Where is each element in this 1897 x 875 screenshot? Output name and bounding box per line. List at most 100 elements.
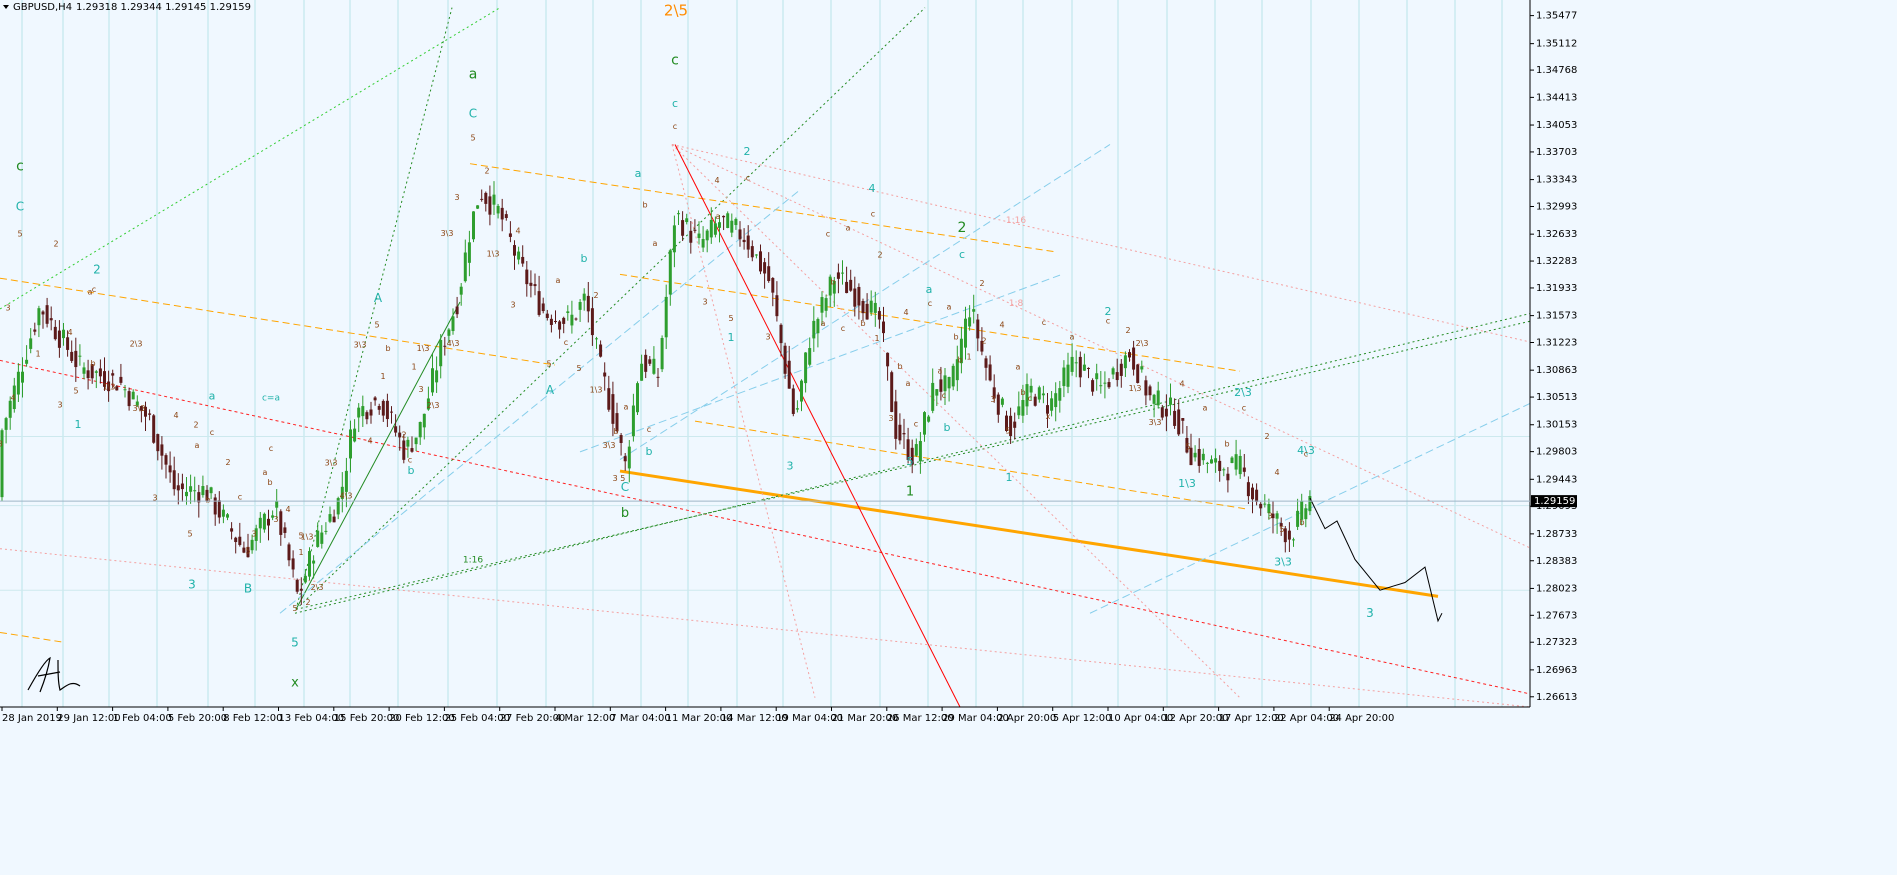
minor-wave-label: 3 5 bbox=[613, 474, 626, 483]
candle-body bbox=[221, 509, 225, 517]
time-tick-label: 7 Mar 04:00 bbox=[610, 713, 670, 724]
channel-line-blue bbox=[619, 144, 1111, 460]
minor-wave-label: 3 bbox=[273, 515, 278, 524]
candle-body bbox=[111, 373, 115, 376]
candle-body bbox=[869, 300, 873, 313]
candle-body bbox=[172, 470, 176, 490]
minor-wave-label: 3\3 bbox=[1149, 418, 1162, 427]
candle-body bbox=[398, 432, 402, 438]
candle-body bbox=[299, 588, 303, 591]
minor-wave-label: 4 bbox=[10, 393, 15, 402]
minor-wave-label: 3 bbox=[454, 193, 459, 202]
candle-body bbox=[148, 413, 152, 415]
minor-wave-label: 2 bbox=[53, 240, 58, 249]
candle-body bbox=[37, 308, 41, 326]
minor-wave-label: c bbox=[1242, 403, 1246, 412]
candle-body bbox=[349, 429, 352, 459]
candle-body bbox=[131, 391, 135, 400]
time-tick-label: 5 Feb 20:00 bbox=[168, 713, 227, 724]
candle-body bbox=[1283, 528, 1287, 543]
wave-label: a bbox=[926, 283, 933, 296]
minor-wave-label: 4 bbox=[367, 436, 372, 445]
candle-body bbox=[164, 455, 168, 465]
minor-wave-label: 3\3 bbox=[133, 404, 146, 413]
time-tick-label: 29 Mar 04:00 bbox=[942, 713, 1009, 724]
candle-body bbox=[853, 288, 857, 307]
time-tick-label: 20 Feb 12:00 bbox=[389, 713, 455, 724]
time-tick-label: 12 Apr 20:00 bbox=[1163, 713, 1228, 724]
candle-body bbox=[668, 250, 672, 295]
candle-body bbox=[1292, 539, 1295, 541]
fan-line-green bbox=[295, 7, 453, 610]
candle-body bbox=[213, 497, 217, 515]
candle-body bbox=[607, 388, 611, 410]
candle-body bbox=[910, 447, 914, 465]
candle-body bbox=[775, 295, 779, 317]
candle-body bbox=[463, 252, 467, 282]
minor-wave-label: 2 bbox=[981, 337, 986, 346]
candle-body bbox=[156, 434, 160, 452]
candle-body bbox=[590, 308, 594, 336]
wave-label: 1 bbox=[1006, 471, 1013, 484]
minor-wave-label: b bbox=[1020, 388, 1025, 397]
wave-label: 1:16 bbox=[1006, 216, 1026, 226]
candle-body bbox=[484, 192, 488, 204]
candle-body bbox=[1263, 503, 1267, 505]
minor-wave-label: 3\3 bbox=[354, 340, 367, 349]
candle-body bbox=[94, 371, 98, 373]
candle-body bbox=[549, 318, 553, 325]
candle-body bbox=[168, 465, 172, 473]
wave-label: a bbox=[209, 390, 216, 403]
minor-wave-label: a bbox=[1203, 403, 1208, 412]
minor-wave-label: 3\3 bbox=[603, 441, 616, 450]
candle-body bbox=[820, 297, 824, 313]
candle-body bbox=[1160, 407, 1164, 418]
chart-header: GBPUSD,H4 1.29318 1.29344 1.29145 1.2915… bbox=[3, 2, 251, 13]
candle-body bbox=[1140, 366, 1144, 370]
candle-body bbox=[603, 372, 607, 377]
candle-body bbox=[467, 242, 471, 263]
candle-body bbox=[1189, 447, 1193, 466]
candle-body bbox=[923, 412, 926, 435]
candle-body bbox=[918, 440, 922, 462]
minor-wave-label: 1\3 bbox=[590, 386, 603, 395]
candle-body bbox=[1009, 415, 1013, 437]
candle-body bbox=[627, 446, 631, 469]
candle-body bbox=[86, 370, 90, 379]
minor-wave-label: 4 bbox=[903, 308, 908, 317]
candle-body bbox=[135, 401, 139, 406]
candle-body bbox=[882, 321, 885, 334]
candle-body bbox=[1267, 504, 1271, 514]
candle-body bbox=[1271, 513, 1275, 519]
candle-body bbox=[279, 511, 283, 535]
wave-label: 1 bbox=[728, 331, 735, 344]
candle-body bbox=[205, 489, 209, 502]
candle-body bbox=[1029, 385, 1033, 393]
candle-body bbox=[1259, 503, 1263, 509]
signature-mark bbox=[27, 656, 81, 693]
wave-label: 3 bbox=[188, 578, 196, 592]
candle-body bbox=[185, 491, 188, 497]
wave-label: b bbox=[621, 506, 629, 521]
time-tick-label: 28 Jan 2019 bbox=[2, 713, 62, 724]
time-tick-label: 24 Apr 20:00 bbox=[1329, 713, 1394, 724]
candle-body bbox=[385, 400, 389, 420]
minor-wave-label: c bbox=[746, 174, 750, 183]
candle-body bbox=[406, 439, 410, 447]
candle-body bbox=[804, 352, 808, 384]
minor-wave-label: a bbox=[195, 441, 200, 450]
minor-wave-label: b bbox=[385, 344, 390, 353]
candle-body bbox=[1304, 508, 1308, 520]
candle-body bbox=[738, 229, 742, 240]
candle-body bbox=[1046, 405, 1049, 414]
wave-label: b bbox=[581, 252, 588, 265]
dropdown-triangle-icon[interactable] bbox=[3, 5, 9, 9]
candle-body bbox=[62, 329, 65, 339]
price-tick-label: 1.29443 bbox=[1536, 474, 1577, 485]
candle-body bbox=[832, 280, 836, 294]
candle-body bbox=[693, 229, 697, 231]
candle-body bbox=[689, 230, 693, 243]
minor-wave-label: c bbox=[647, 425, 651, 434]
